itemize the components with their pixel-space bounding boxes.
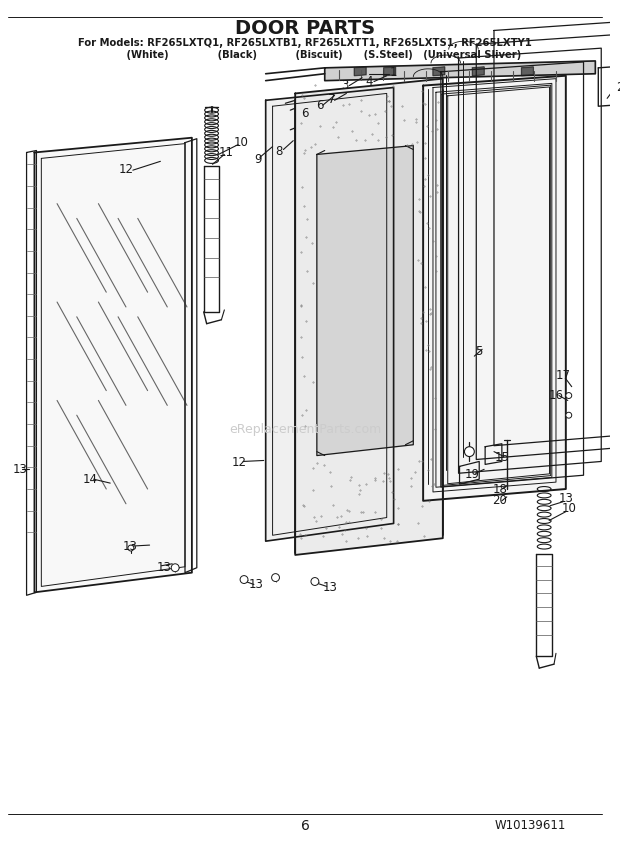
Text: W10139611: W10139611 [494,819,566,832]
Text: 20: 20 [492,494,507,508]
Circle shape [272,574,280,581]
Polygon shape [266,87,394,541]
Polygon shape [317,146,414,455]
Polygon shape [384,67,396,75]
Text: For Models: RF265LXTQ1, RF265LXTB1, RF265LXTT1, RF265LXTS1, RF265LXTY1: For Models: RF265LXTQ1, RF265LXTB1, RF26… [78,39,532,48]
Text: DOOR PARTS: DOOR PARTS [235,19,375,38]
Circle shape [464,447,474,456]
Text: (White)              (Black)           (Biscuit)      (S.Steel)   (Universal Sli: (White) (Black) (Biscuit) (S.Steel) (Uni… [89,50,521,60]
Polygon shape [423,75,566,501]
Text: 14: 14 [83,473,98,485]
Text: 6: 6 [301,818,309,833]
Circle shape [566,393,572,399]
Text: eReplacementParts.com: eReplacementParts.com [229,424,381,437]
Text: 13: 13 [322,581,337,594]
Text: 13: 13 [12,463,27,476]
Circle shape [128,545,134,551]
Text: 16: 16 [549,389,564,402]
Text: 17: 17 [556,369,570,383]
Text: 6: 6 [316,98,324,112]
Polygon shape [35,138,192,592]
Text: 8: 8 [275,145,282,158]
Circle shape [566,413,572,419]
Text: 3: 3 [341,79,348,92]
Polygon shape [325,61,595,80]
Text: 4: 4 [365,75,373,88]
Text: 15: 15 [494,451,509,464]
Polygon shape [354,67,366,75]
Circle shape [311,578,319,586]
Text: 11: 11 [219,146,234,159]
Text: 5: 5 [476,345,483,358]
Text: 7: 7 [328,92,335,106]
Text: 13: 13 [249,578,264,591]
Text: 12: 12 [118,163,133,175]
Text: 2: 2 [616,81,620,94]
Polygon shape [472,67,484,75]
Circle shape [240,575,248,584]
Text: 13: 13 [157,562,172,574]
Text: 12: 12 [232,456,247,469]
Text: 1: 1 [390,66,397,80]
Circle shape [171,564,179,572]
Text: 6: 6 [301,107,309,120]
Text: 13: 13 [559,492,574,505]
Text: 10: 10 [561,502,576,515]
Text: 13: 13 [123,539,137,553]
Text: 19: 19 [465,467,480,481]
Polygon shape [295,79,443,555]
Text: 10: 10 [234,136,249,149]
Polygon shape [433,67,445,75]
Polygon shape [521,67,533,75]
Text: 18: 18 [492,483,507,496]
Text: 9: 9 [254,153,262,166]
